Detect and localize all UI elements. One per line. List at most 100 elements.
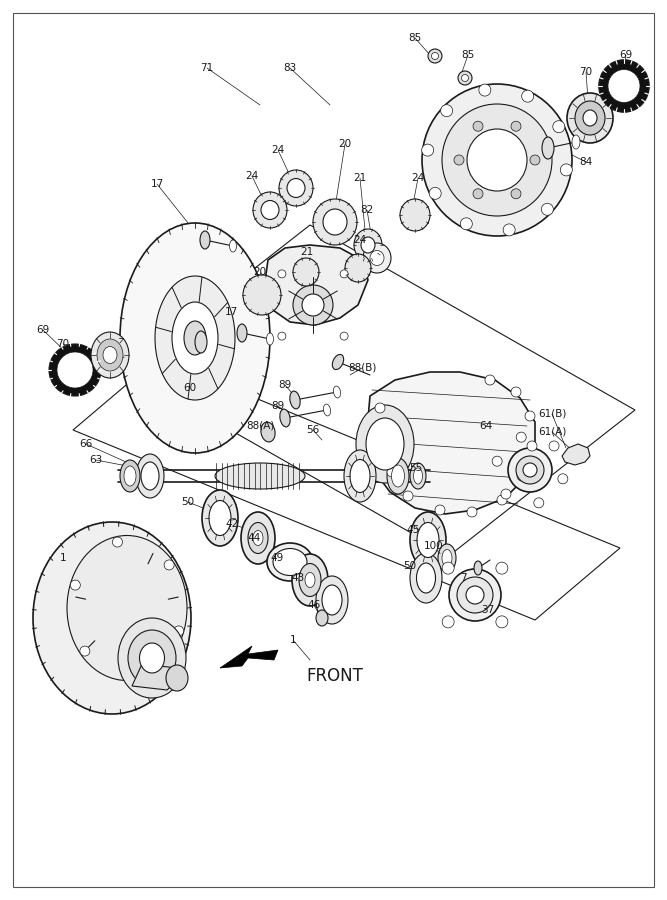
- Text: 70: 70: [580, 67, 592, 77]
- Ellipse shape: [400, 199, 430, 231]
- Circle shape: [442, 562, 454, 574]
- Circle shape: [511, 387, 521, 397]
- Circle shape: [485, 375, 495, 385]
- Ellipse shape: [345, 254, 371, 282]
- Text: 21: 21: [354, 173, 367, 183]
- Ellipse shape: [209, 500, 231, 536]
- Ellipse shape: [141, 462, 159, 490]
- Ellipse shape: [428, 49, 442, 63]
- Circle shape: [473, 189, 483, 199]
- Ellipse shape: [33, 522, 191, 714]
- Ellipse shape: [467, 129, 527, 191]
- Ellipse shape: [354, 229, 382, 261]
- Text: 88(B): 88(B): [348, 363, 376, 373]
- Ellipse shape: [316, 610, 328, 626]
- Text: 1: 1: [59, 553, 66, 563]
- Text: 17: 17: [224, 307, 237, 317]
- Ellipse shape: [287, 178, 305, 197]
- Ellipse shape: [195, 331, 207, 353]
- Ellipse shape: [410, 512, 446, 568]
- Circle shape: [473, 122, 483, 131]
- Ellipse shape: [442, 550, 452, 566]
- Circle shape: [530, 155, 540, 165]
- Ellipse shape: [410, 463, 426, 489]
- Ellipse shape: [322, 585, 342, 615]
- Circle shape: [441, 104, 453, 117]
- Text: 60: 60: [183, 383, 197, 393]
- Ellipse shape: [416, 563, 436, 593]
- Ellipse shape: [567, 93, 613, 143]
- Circle shape: [340, 270, 348, 278]
- Circle shape: [511, 189, 521, 199]
- Circle shape: [503, 224, 515, 236]
- Ellipse shape: [417, 523, 439, 557]
- Circle shape: [164, 560, 174, 570]
- Ellipse shape: [299, 563, 321, 597]
- Text: 64: 64: [480, 421, 493, 431]
- Ellipse shape: [387, 458, 409, 494]
- Circle shape: [429, 187, 441, 199]
- Ellipse shape: [608, 69, 640, 103]
- Ellipse shape: [267, 333, 273, 345]
- Ellipse shape: [575, 101, 605, 135]
- Ellipse shape: [508, 448, 552, 492]
- Circle shape: [534, 498, 544, 508]
- Ellipse shape: [118, 618, 186, 698]
- Text: 42: 42: [225, 519, 239, 529]
- Ellipse shape: [166, 665, 188, 691]
- Polygon shape: [562, 444, 590, 465]
- Ellipse shape: [293, 285, 333, 325]
- Text: 84: 84: [580, 157, 592, 167]
- Ellipse shape: [229, 240, 237, 252]
- Text: 45: 45: [406, 525, 420, 535]
- Circle shape: [501, 489, 511, 499]
- Ellipse shape: [370, 250, 384, 266]
- Ellipse shape: [432, 52, 438, 59]
- Circle shape: [496, 562, 508, 574]
- Ellipse shape: [392, 465, 404, 487]
- Text: FRONT: FRONT: [307, 667, 364, 685]
- Circle shape: [435, 505, 445, 515]
- Text: 88(A): 88(A): [246, 420, 274, 430]
- Ellipse shape: [305, 572, 315, 588]
- Ellipse shape: [516, 456, 544, 484]
- Circle shape: [517, 471, 527, 481]
- Text: 89: 89: [271, 401, 285, 411]
- Ellipse shape: [542, 137, 554, 159]
- Ellipse shape: [474, 561, 482, 575]
- Ellipse shape: [91, 332, 129, 378]
- Ellipse shape: [248, 523, 268, 554]
- Circle shape: [422, 144, 434, 156]
- Ellipse shape: [139, 643, 165, 673]
- Text: 24: 24: [354, 235, 367, 245]
- Ellipse shape: [422, 84, 572, 236]
- Text: 70: 70: [57, 339, 69, 349]
- Circle shape: [496, 616, 508, 628]
- Circle shape: [131, 669, 141, 679]
- Ellipse shape: [293, 258, 319, 286]
- Ellipse shape: [124, 466, 136, 486]
- Text: 66: 66: [79, 439, 93, 449]
- Text: 17: 17: [150, 179, 163, 189]
- Text: 61(B): 61(B): [538, 409, 566, 419]
- Circle shape: [497, 495, 507, 505]
- Circle shape: [383, 435, 393, 445]
- Ellipse shape: [599, 60, 649, 112]
- Ellipse shape: [241, 512, 275, 564]
- Polygon shape: [366, 372, 535, 514]
- Ellipse shape: [200, 231, 210, 249]
- Text: 49: 49: [270, 553, 283, 563]
- Circle shape: [375, 403, 385, 413]
- Ellipse shape: [449, 569, 501, 621]
- Text: 55: 55: [410, 463, 423, 473]
- Circle shape: [173, 626, 183, 636]
- Ellipse shape: [172, 302, 218, 374]
- Text: 20: 20: [338, 139, 352, 149]
- Polygon shape: [264, 245, 368, 325]
- Text: 56: 56: [306, 425, 319, 435]
- Ellipse shape: [253, 192, 287, 228]
- Circle shape: [542, 203, 554, 215]
- Ellipse shape: [184, 321, 206, 355]
- Ellipse shape: [462, 75, 468, 82]
- Ellipse shape: [313, 199, 357, 245]
